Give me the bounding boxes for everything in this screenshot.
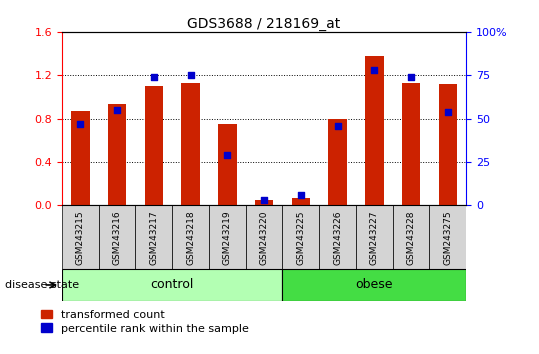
Text: GSM243228: GSM243228: [406, 210, 416, 265]
Text: GSM243216: GSM243216: [113, 210, 122, 265]
Bar: [62, 269, 282, 301]
Point: [113, 107, 121, 113]
Bar: [365, 56, 384, 205]
Point: [370, 67, 379, 73]
Bar: [172, 205, 209, 269]
Text: GSM243217: GSM243217: [149, 210, 158, 265]
Text: GSM243219: GSM243219: [223, 210, 232, 265]
Bar: [144, 86, 163, 205]
Bar: [439, 84, 457, 205]
Text: GSM243215: GSM243215: [76, 210, 85, 265]
Point: [296, 192, 305, 198]
Title: GDS3688 / 218169_at: GDS3688 / 218169_at: [188, 17, 341, 31]
Bar: [255, 200, 273, 205]
Bar: [328, 119, 347, 205]
Text: control: control: [150, 279, 194, 291]
Point: [333, 123, 342, 129]
Point: [76, 121, 85, 127]
Bar: [282, 205, 319, 269]
Point: [149, 74, 158, 80]
Text: GSM243226: GSM243226: [333, 210, 342, 265]
Bar: [319, 205, 356, 269]
Bar: [282, 269, 466, 301]
Bar: [209, 205, 246, 269]
Bar: [182, 83, 200, 205]
Text: GSM243275: GSM243275: [444, 210, 452, 265]
Text: GSM243225: GSM243225: [296, 210, 306, 265]
Text: GSM243220: GSM243220: [260, 210, 268, 265]
Bar: [99, 205, 135, 269]
Point: [407, 74, 416, 80]
Bar: [135, 205, 172, 269]
Bar: [430, 205, 466, 269]
Bar: [356, 205, 393, 269]
Legend: transformed count, percentile rank within the sample: transformed count, percentile rank withi…: [40, 310, 248, 333]
Bar: [402, 83, 420, 205]
Text: GSM243218: GSM243218: [186, 210, 195, 265]
Bar: [71, 111, 89, 205]
Point: [186, 73, 195, 78]
Text: disease state: disease state: [5, 280, 80, 290]
Text: GSM243227: GSM243227: [370, 210, 379, 265]
Point: [223, 152, 232, 158]
Bar: [108, 104, 126, 205]
Bar: [246, 205, 282, 269]
Text: obese: obese: [356, 279, 393, 291]
Bar: [292, 198, 310, 205]
Bar: [62, 205, 99, 269]
Point: [260, 197, 268, 203]
Point: [444, 109, 452, 114]
Bar: [393, 205, 430, 269]
Bar: [218, 124, 237, 205]
